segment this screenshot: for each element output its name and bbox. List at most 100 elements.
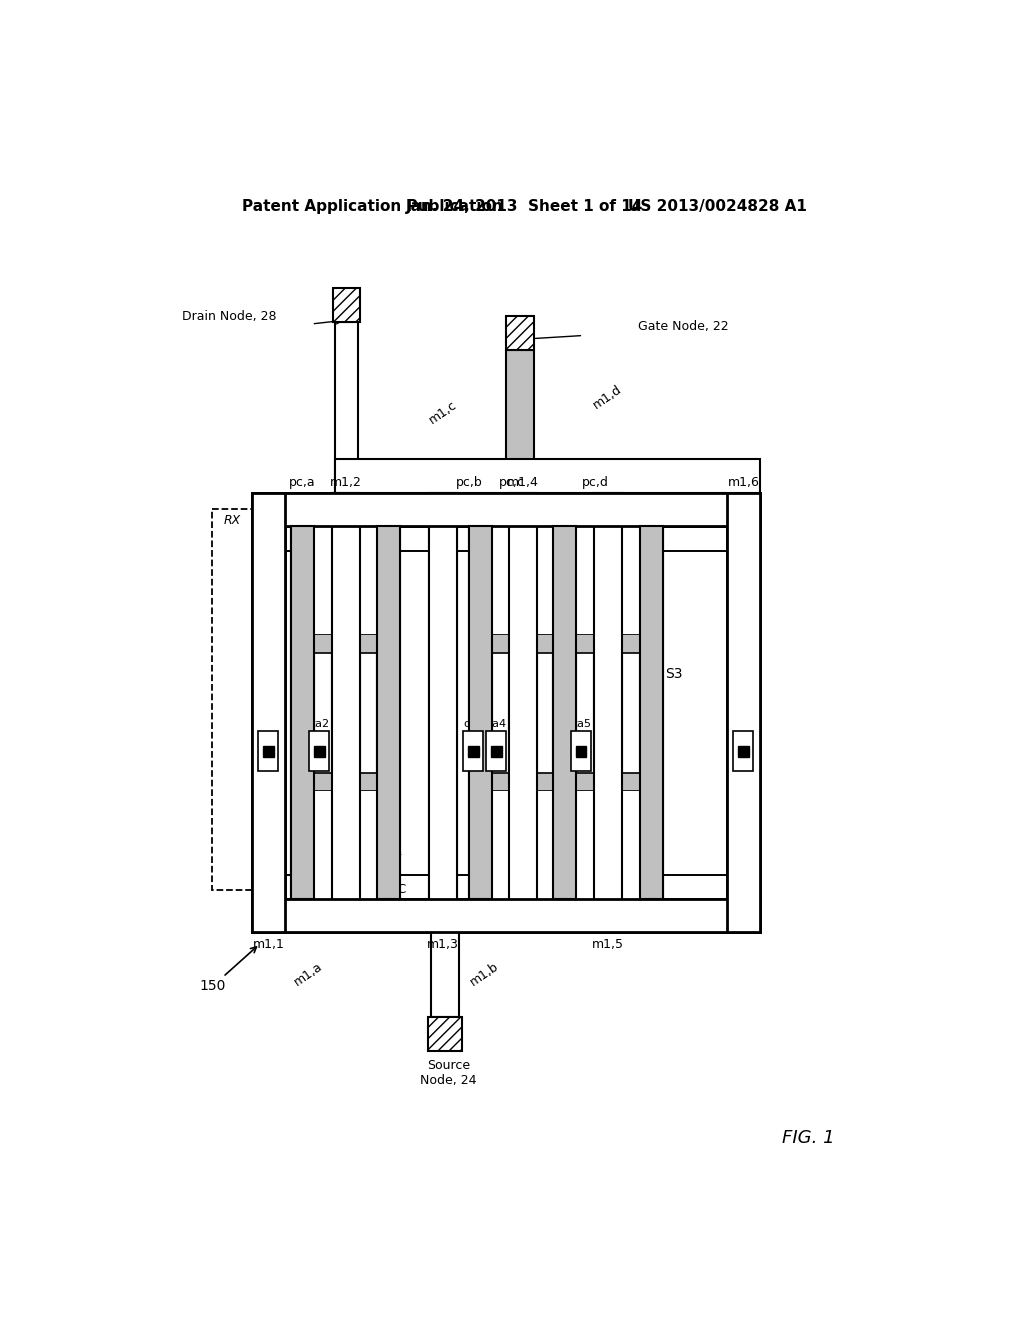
Text: pc,b: pc,b [456, 477, 482, 490]
Text: Patent Application Publication: Patent Application Publication [243, 198, 503, 214]
Bar [571, 731, 591, 771]
Bar [291, 527, 313, 635]
Bar [335, 322, 358, 494]
Bar [313, 527, 377, 635]
Text: S1: S1 [269, 668, 287, 681]
Text: ca1: ca1 [258, 718, 279, 729]
Bar [463, 731, 483, 771]
Bar [738, 746, 749, 756]
Bar [252, 899, 761, 932]
Bar [640, 527, 664, 899]
Text: S2: S2 [474, 668, 492, 681]
Bar [377, 527, 400, 899]
Bar [377, 527, 400, 635]
Bar [493, 792, 553, 899]
Text: D2: D2 [557, 845, 574, 858]
Text: ca6: ca6 [733, 718, 754, 729]
Bar [553, 527, 575, 635]
Text: m1,b: m1,b [468, 960, 502, 989]
Bar [291, 635, 400, 653]
Text: PC: PC [390, 883, 407, 896]
Text: S1: S1 [266, 513, 283, 527]
Bar [263, 746, 273, 756]
Bar [313, 792, 377, 899]
Text: Drain Node, 28: Drain Node, 28 [182, 310, 276, 323]
Bar [469, 792, 493, 899]
Bar [553, 774, 664, 792]
Text: pc,a: pc,a [289, 477, 315, 490]
Text: m1,2: m1,2 [330, 477, 362, 490]
Text: ca5: ca5 [571, 718, 591, 729]
Text: D3: D3 [735, 845, 753, 858]
Text: Gate Node, 22: Gate Node, 22 [638, 319, 729, 333]
Text: RX: RX [223, 513, 241, 527]
Bar [333, 288, 360, 322]
Bar [509, 494, 538, 932]
Bar [493, 527, 553, 635]
Bar [575, 792, 640, 899]
Text: S3: S3 [666, 668, 683, 681]
Bar [428, 1016, 462, 1051]
Bar [429, 494, 457, 932]
Bar [727, 494, 761, 932]
Bar [490, 746, 502, 756]
Bar [553, 527, 575, 635]
Bar [291, 774, 400, 792]
Bar [553, 792, 575, 899]
Bar [252, 494, 761, 527]
Bar [469, 774, 575, 792]
Text: G3: G3 [472, 845, 489, 858]
Bar [309, 731, 330, 771]
Bar [640, 527, 664, 899]
Bar [291, 527, 313, 899]
Bar [333, 494, 360, 932]
Text: US 2013/0024828 A1: US 2013/0024828 A1 [628, 198, 807, 214]
Bar [506, 350, 535, 494]
Bar [509, 494, 538, 932]
Text: m1,1: m1,1 [253, 939, 285, 952]
Bar [553, 792, 575, 899]
Bar [727, 494, 761, 932]
Bar [469, 527, 493, 899]
Text: m1,3: m1,3 [427, 939, 459, 952]
Bar [291, 494, 400, 527]
Bar [335, 459, 761, 494]
Text: pc,c: pc,c [499, 477, 524, 490]
Text: m1,a: m1,a [292, 960, 325, 989]
Bar [469, 899, 575, 932]
Bar [553, 635, 664, 653]
Text: G2: G2 [380, 845, 397, 858]
Bar [575, 746, 587, 756]
Text: ca2: ca2 [309, 718, 330, 729]
Bar [575, 527, 640, 635]
Bar [212, 508, 252, 890]
Bar [469, 494, 575, 527]
Bar [468, 746, 478, 756]
Text: m1,c: m1,c [427, 399, 460, 426]
Text: m1,6: m1,6 [727, 477, 760, 490]
Bar [553, 527, 575, 899]
Text: 150: 150 [199, 979, 225, 993]
Text: pc,d: pc,d [582, 477, 608, 490]
Bar [469, 527, 493, 635]
Bar [469, 635, 575, 653]
Text: m1,d: m1,d [591, 383, 625, 412]
Bar [553, 527, 575, 899]
Text: G1: G1 [294, 845, 311, 858]
Text: G5: G5 [643, 845, 660, 858]
Bar [291, 527, 313, 899]
Bar [553, 494, 664, 527]
Bar [252, 494, 286, 932]
Bar [291, 792, 313, 899]
Bar [594, 494, 622, 932]
Text: ca4: ca4 [486, 718, 507, 729]
Bar [733, 731, 754, 771]
Bar [506, 317, 535, 350]
Bar [469, 527, 493, 899]
Bar [252, 899, 761, 932]
Bar [252, 494, 761, 527]
Text: D1: D1 [386, 845, 403, 858]
Bar [594, 494, 622, 932]
Bar [429, 494, 457, 932]
Bar [377, 527, 400, 899]
